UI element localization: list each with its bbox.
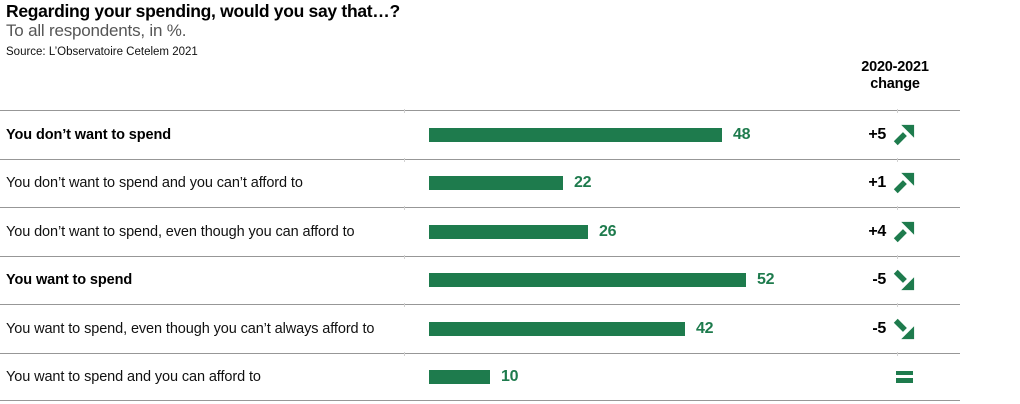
table-row: You don’t want to spend 48 +5 <box>0 109 960 159</box>
bar-value: 22 <box>574 174 592 192</box>
trend-up-icon <box>892 171 916 195</box>
bar-value: 52 <box>757 271 775 289</box>
table-row: You want to spend and you can afford to … <box>0 351 960 401</box>
table-row: You want to spend, even though you can’t… <box>0 303 960 353</box>
bar <box>429 273 746 288</box>
change-value: +4 <box>868 222 886 240</box>
trend-up-icon <box>892 220 916 244</box>
change-column-header-line1: 2020-2021 <box>861 59 929 75</box>
row-label: You don’t want to spend, even though you… <box>6 223 355 240</box>
bar <box>429 224 588 239</box>
table-row: You don’t want to spend and you can’t af… <box>0 157 960 208</box>
change-column-header: 2020-2021 change <box>835 59 955 93</box>
bar <box>429 127 722 142</box>
row-label: You don’t want to spend and you can’t af… <box>6 175 303 192</box>
row-label: You want to spend and you can afford to <box>6 368 261 385</box>
trend-equal-icon <box>892 365 916 389</box>
bar <box>429 321 685 336</box>
change-value: +1 <box>868 174 886 192</box>
bar-value: 10 <box>501 367 519 385</box>
bar-value: 42 <box>696 319 714 337</box>
source-note: Source: L’Observatoire Cetelem 2021 <box>6 46 198 58</box>
trend-down-icon <box>892 268 916 292</box>
page-subtitle: To all respondents, in %. <box>6 21 187 40</box>
bar-value: 26 <box>599 222 617 240</box>
bar <box>429 369 490 384</box>
bar-value: 48 <box>733 125 751 143</box>
bar-chart-rows: You don’t want to spend 48 +5 You don’t … <box>0 109 960 401</box>
table-row: You don’t want to spend, even though you… <box>0 206 960 256</box>
trend-down-icon <box>892 317 916 341</box>
row-label: You want to spend, even though you can’t… <box>6 320 375 337</box>
change-value: -5 <box>872 319 886 337</box>
table-row: You want to spend 52 -5 <box>0 254 960 305</box>
trend-up-icon <box>892 123 916 147</box>
page-title: Regarding your spending, would you say t… <box>6 1 400 21</box>
row-label: You don’t want to spend <box>6 126 171 143</box>
change-value: +5 <box>868 125 886 143</box>
row-label: You want to spend <box>6 272 133 289</box>
change-value: -5 <box>872 271 886 289</box>
bar <box>429 176 563 191</box>
change-column-header-line2: change <box>870 76 920 92</box>
